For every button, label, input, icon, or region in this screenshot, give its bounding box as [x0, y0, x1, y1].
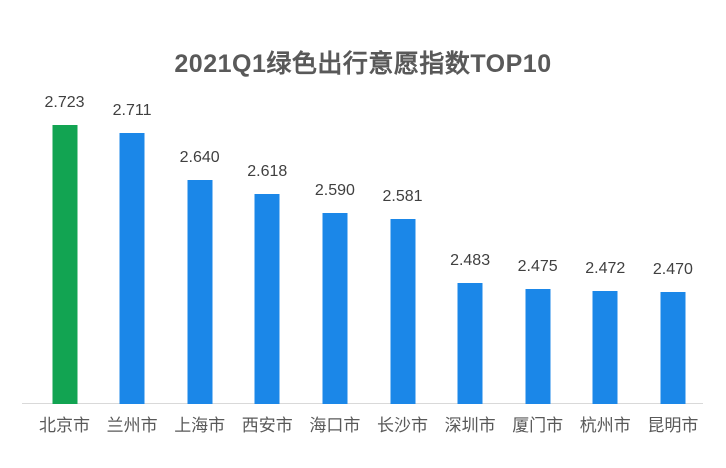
chart-title: 2021Q1绿色出行意愿指数TOP10	[174, 50, 552, 78]
x-axis-label: 长沙市	[377, 416, 428, 435]
bar-group: 2.470	[639, 0, 707, 404]
bar-厦门市	[525, 289, 551, 404]
bar-group: 2.581	[369, 0, 437, 404]
x-axis-label: 海口市	[309, 416, 361, 435]
bar-北京市	[52, 125, 77, 404]
bar-value-label: 2.483	[450, 252, 491, 269]
bar-value-label: 2.472	[585, 260, 626, 277]
bar-昆明市	[660, 292, 686, 404]
x-axis-label: 上海市	[174, 416, 226, 435]
bar-上海市	[187, 180, 213, 404]
bar-value-label: 2.618	[247, 163, 288, 180]
bar-杭州市	[592, 291, 618, 404]
x-axis-line	[22, 403, 703, 404]
bar-海口市	[322, 213, 348, 404]
bar-value-label: 2.475	[517, 258, 558, 275]
bar-group: 2.640	[166, 0, 234, 404]
bar-group: 2.475	[504, 0, 572, 404]
x-axis-label: 深圳市	[444, 416, 496, 435]
plot-area: 2.723 2.711 2.640 2.618 2.590 2.581 2.483 2.475…	[22, 0, 707, 404]
bar-西安市	[254, 194, 280, 404]
bar-value-label: 2.470	[652, 261, 693, 278]
bar-group: 2.618	[233, 0, 301, 404]
x-axis-label: 西安市	[241, 416, 293, 435]
x-axis-labels-row: 北京市 兰州市 上海市 西安市 海口市 长沙市 深圳市 厦门市 杭州市 昆明市	[0, 414, 726, 444]
bar-value-label: 2.590	[314, 182, 355, 199]
bar-长沙市	[390, 219, 415, 404]
bar-value-label: 2.640	[179, 149, 220, 166]
bar-深圳市	[457, 283, 483, 404]
bar-value-label: 2.723	[44, 94, 85, 111]
x-axis-label: 兰州市	[106, 416, 158, 435]
bar-value-label: 2.581	[382, 188, 423, 205]
bar-兰州市	[119, 133, 145, 404]
x-axis-label: 北京市	[39, 416, 90, 435]
bar-group: 2.723	[31, 0, 99, 404]
bar-group: 2.590	[301, 0, 369, 404]
x-axis-label: 昆明市	[647, 416, 699, 435]
bar-group: 2.483	[436, 0, 504, 404]
bar-value-label: 2.711	[112, 102, 152, 119]
bar-group: 2.711	[98, 0, 166, 404]
x-axis-label: 杭州市	[579, 416, 631, 435]
x-axis-label: 厦门市	[512, 416, 564, 435]
bar-group: 2.472	[571, 0, 639, 404]
